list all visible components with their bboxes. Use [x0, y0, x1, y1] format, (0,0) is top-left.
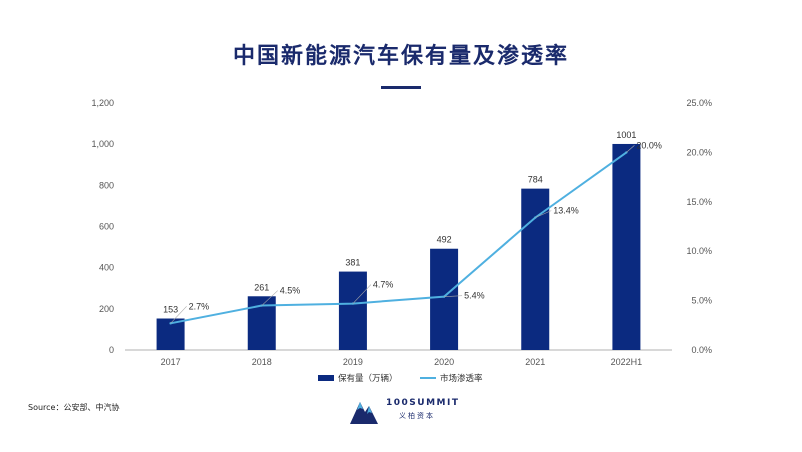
line-label-leader [261, 290, 278, 306]
left-tick-label: 200 [99, 304, 114, 314]
right-tick-label: 25.0% [686, 98, 712, 108]
x-tick-label: 2021 [525, 357, 545, 367]
bar-value-label: 492 [437, 235, 452, 245]
line-point [442, 295, 446, 298]
right-tick-label: 10.0% [686, 246, 712, 256]
left-tick-label: 0 [109, 345, 114, 355]
line-value-label: 4.5% [280, 286, 301, 296]
x-tick-label: 2020 [434, 357, 454, 367]
right-tick-label: 15.0% [686, 197, 712, 207]
legend-bar-label: 保有量（万辆） [338, 373, 398, 384]
line-value-label: 13.4% [553, 206, 579, 216]
bar-value-label: 381 [345, 258, 360, 268]
line-label-leader [444, 295, 463, 297]
line-label-leader [535, 210, 552, 218]
bar [430, 248, 459, 350]
bar-value-label: 261 [254, 282, 269, 292]
x-tick-label: 2018 [252, 357, 272, 367]
chart-title: 中国新能源汽车保有量及渗透率 [232, 43, 569, 69]
line-label-leader [626, 145, 635, 153]
left-tick-label: 1,000 [91, 139, 114, 149]
x-tick-label: 2019 [343, 357, 363, 367]
left-tick-label: 1,200 [91, 98, 114, 108]
x-tick-label: 2017 [161, 357, 181, 367]
logo-name: 100SUMMIT [386, 398, 460, 408]
left-tick-label: 800 [99, 180, 114, 190]
left-tick-label: 400 [99, 263, 114, 273]
right-tick-label: 5.0% [691, 296, 712, 306]
bar [338, 271, 367, 350]
left-tick-label: 600 [99, 222, 114, 232]
logo-subtitle: 义柏资本 [399, 412, 435, 420]
legend-line-label: 市场渗透率 [440, 373, 483, 384]
line-value-label: 5.4% [464, 291, 485, 301]
bar-value-label: 1001 [616, 130, 636, 140]
line-label-leader [170, 306, 187, 324]
bar [521, 188, 550, 350]
right-tick-label: 0.0% [691, 345, 712, 355]
mountain-logo-icon [350, 402, 378, 424]
line-value-label: 2.7% [189, 301, 210, 311]
line-value-label: 4.7% [373, 280, 394, 290]
line-value-label: 20.0% [636, 140, 662, 150]
source-note: Source：公安部、中汽协 [28, 403, 120, 412]
x-tick-label: 2022H1 [611, 357, 643, 367]
legend-bar-swatch [318, 375, 334, 381]
line-label-leader [352, 284, 372, 304]
right-tick-label: 20.0% [686, 147, 712, 157]
bar-value-label: 153 [163, 305, 178, 315]
penetration-line [170, 151, 627, 325]
bar [612, 143, 641, 350]
bar-value-label: 784 [528, 175, 543, 185]
title-underline [381, 86, 421, 89]
